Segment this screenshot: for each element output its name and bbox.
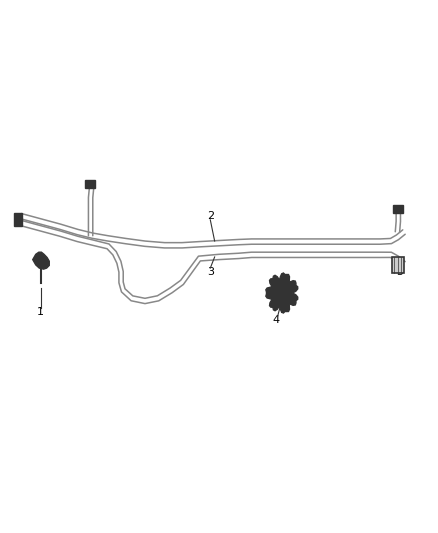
Text: 4: 4 xyxy=(272,314,279,325)
Bar xyxy=(85,180,95,188)
Polygon shape xyxy=(33,252,49,269)
Bar xyxy=(393,205,403,214)
Text: 1: 1 xyxy=(37,306,44,317)
Bar xyxy=(14,213,22,226)
Text: 5: 5 xyxy=(396,267,403,277)
Text: 3: 3 xyxy=(207,267,214,277)
Bar xyxy=(392,257,403,273)
Text: 2: 2 xyxy=(207,211,214,221)
Polygon shape xyxy=(266,273,298,313)
